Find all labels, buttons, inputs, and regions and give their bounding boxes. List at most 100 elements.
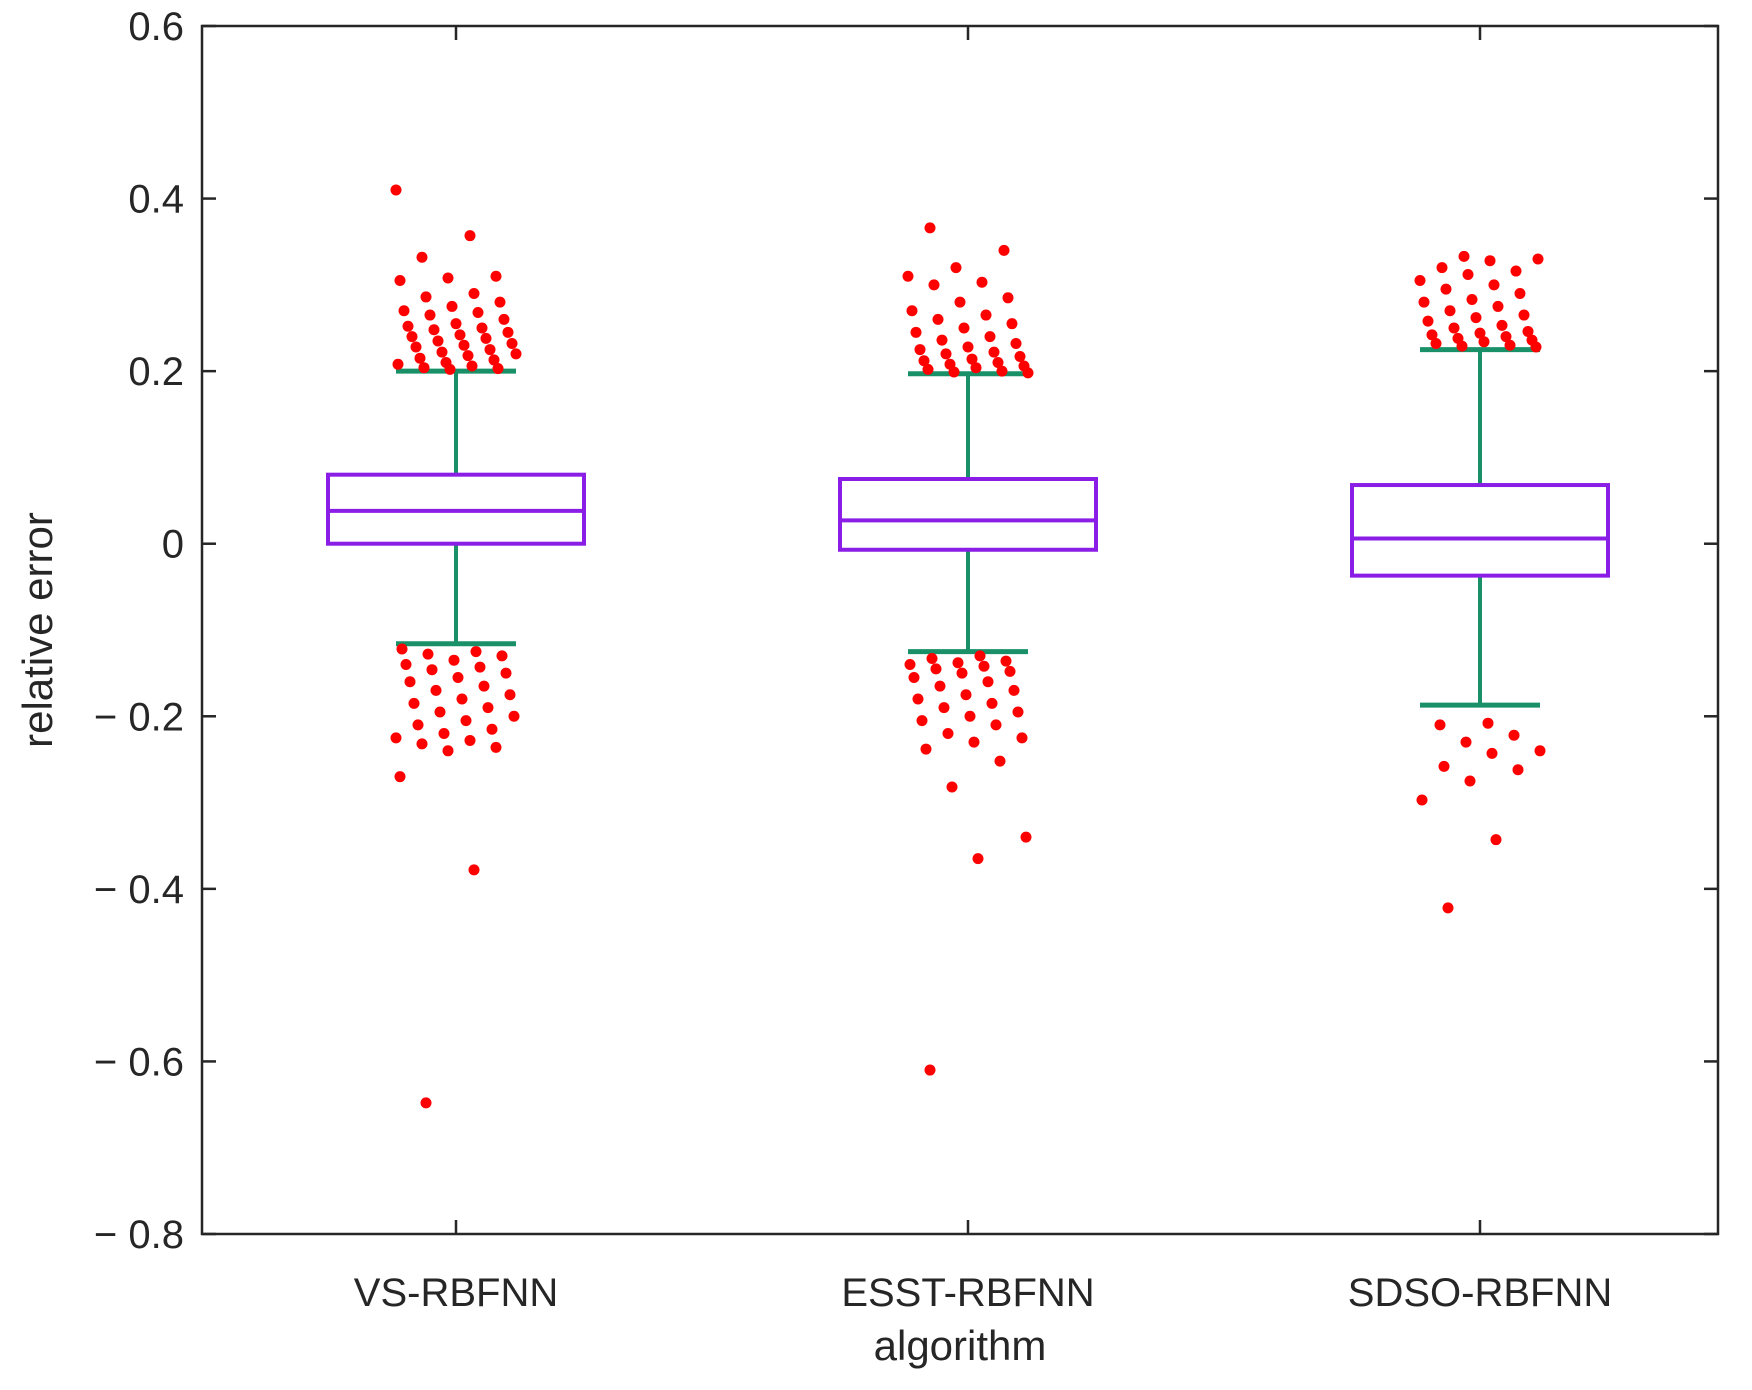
whiskers: [396, 347, 1540, 708]
outlier-point: [1460, 736, 1472, 748]
outlier-point: [510, 348, 522, 360]
outlier-point: [972, 853, 984, 865]
outlier-point: [446, 300, 458, 312]
outlier-point: [468, 864, 480, 876]
outlier-point: [490, 270, 502, 282]
outlier-point: [476, 322, 488, 334]
outlier-point: [468, 287, 480, 299]
outlier-point: [458, 339, 470, 351]
outlier-point: [968, 736, 980, 748]
x-axis-label: algorithm: [874, 1322, 1047, 1369]
outlier-point: [1530, 341, 1542, 353]
outlier-point: [442, 272, 454, 284]
outlier-point: [484, 344, 496, 356]
outlier-point: [428, 324, 440, 336]
outlier-point: [1010, 338, 1022, 350]
outlier-point: [998, 244, 1010, 256]
outlier-point: [938, 702, 950, 714]
outlier-point: [1444, 305, 1456, 317]
outlier-point: [952, 657, 964, 669]
outlier-point: [1436, 262, 1448, 274]
outlier-point: [1466, 294, 1478, 306]
outlier-point: [1488, 279, 1500, 291]
outlier-point: [506, 338, 518, 350]
outlier-point: [904, 659, 916, 671]
outlier-point: [1438, 760, 1450, 772]
outlier-point: [1442, 902, 1454, 914]
outlier-point: [976, 276, 988, 288]
outlier-point: [1522, 325, 1534, 337]
outlier-point: [922, 363, 934, 375]
outlier-point: [1486, 747, 1498, 759]
outlier-point: [420, 291, 432, 303]
outlier-point: [1014, 350, 1026, 362]
outlier-point: [1416, 794, 1428, 806]
outlier-point: [394, 275, 406, 287]
outlier-point: [416, 251, 428, 263]
outlier-point: [964, 710, 976, 722]
outlier-point: [1002, 292, 1014, 304]
outlier-point: [390, 732, 402, 744]
outlier-point: [390, 184, 402, 196]
outlier-point: [438, 728, 450, 740]
y-tick-label: − 0.8: [94, 1213, 184, 1257]
outlier-point: [444, 363, 456, 375]
outlier-point: [462, 350, 474, 362]
outlier-point: [448, 654, 460, 666]
outlier-point: [1512, 764, 1524, 776]
outlier-point: [1020, 831, 1032, 843]
outlier-point: [488, 354, 500, 366]
outlier-point: [1532, 253, 1544, 265]
outlier-point: [498, 313, 510, 325]
x-tick-label: SDSO-RBFNN: [1348, 1271, 1612, 1315]
outlier-point: [948, 366, 960, 378]
outlier-point: [452, 671, 464, 683]
outlier-point: [970, 362, 982, 374]
outlier-point: [936, 334, 948, 346]
outlier-point: [1500, 331, 1512, 343]
outlier-point: [400, 659, 412, 671]
outlier-point: [504, 689, 516, 701]
outlier-point: [1006, 318, 1018, 330]
outlier-point: [490, 741, 502, 753]
outlier-point: [1418, 296, 1430, 308]
outlier-point: [980, 309, 992, 321]
outlier-point: [946, 781, 958, 793]
outlier-point: [950, 262, 962, 274]
y-tick-labels: − 0.8 − 0.6 − 0.4 − 0.2 0 0.2 0.4 0.6: [94, 5, 184, 1257]
outlier-point: [412, 719, 424, 731]
outlier-point: [406, 331, 418, 343]
outlier-point: [1478, 336, 1490, 348]
outlier-point: [920, 743, 932, 755]
outlier-point: [408, 697, 420, 709]
outlier-point: [460, 715, 472, 727]
outlier-point: [1514, 287, 1526, 299]
outlier-point: [906, 305, 918, 317]
outlier-point: [956, 667, 968, 679]
outlier-point: [1440, 283, 1452, 295]
outlier-point: [1490, 834, 1502, 846]
outlier-point: [908, 671, 920, 683]
outlier-point: [926, 652, 938, 664]
outlier-point: [396, 643, 408, 655]
outliers: [390, 184, 1546, 1109]
outlier-point: [492, 363, 504, 375]
outlier-point: [940, 348, 952, 360]
outlier-point: [426, 664, 438, 676]
outlier-point: [1510, 265, 1522, 277]
y-tick-label: − 0.2: [94, 695, 184, 739]
box-iqr: [838, 477, 1098, 552]
outlier-point: [918, 355, 930, 367]
outlier-point: [960, 689, 972, 701]
plot-frame: [200, 24, 1720, 1236]
y-axis-label: relative error: [14, 512, 61, 748]
y-tick-label: 0.4: [128, 178, 184, 222]
outlier-point: [1534, 745, 1546, 757]
outlier-point: [1474, 327, 1486, 339]
outlier-point: [496, 650, 508, 662]
outlier-point: [486, 723, 498, 735]
outlier-point: [966, 353, 978, 365]
outlier-point: [974, 650, 986, 662]
outlier-point: [942, 728, 954, 740]
outlier-point: [418, 362, 430, 374]
